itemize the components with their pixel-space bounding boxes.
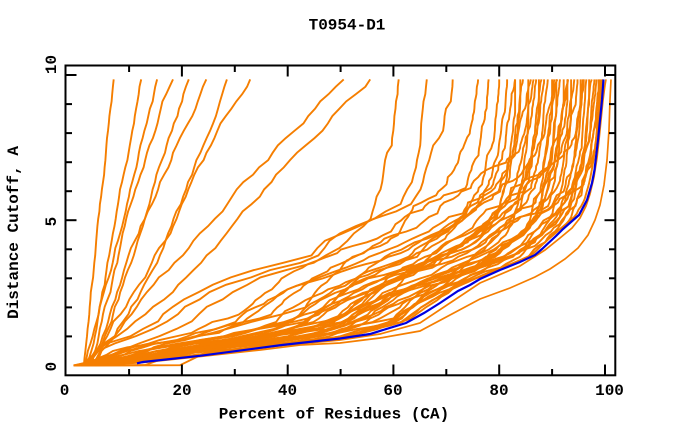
svg-text:60: 60 bbox=[383, 382, 402, 400]
svg-text:Distance Cutoff, A: Distance Cutoff, A bbox=[5, 146, 23, 319]
svg-text:5: 5 bbox=[43, 217, 61, 227]
svg-text:0: 0 bbox=[60, 382, 70, 400]
svg-text:10: 10 bbox=[43, 55, 61, 74]
svg-text:Percent of Residues (CA): Percent of Residues (CA) bbox=[219, 406, 449, 424]
svg-text:T0954-D1: T0954-D1 bbox=[309, 17, 386, 35]
svg-text:80: 80 bbox=[489, 382, 508, 400]
svg-text:0: 0 bbox=[43, 362, 61, 372]
svg-text:100: 100 bbox=[595, 382, 624, 400]
svg-text:20: 20 bbox=[172, 382, 191, 400]
svg-text:40: 40 bbox=[278, 382, 297, 400]
